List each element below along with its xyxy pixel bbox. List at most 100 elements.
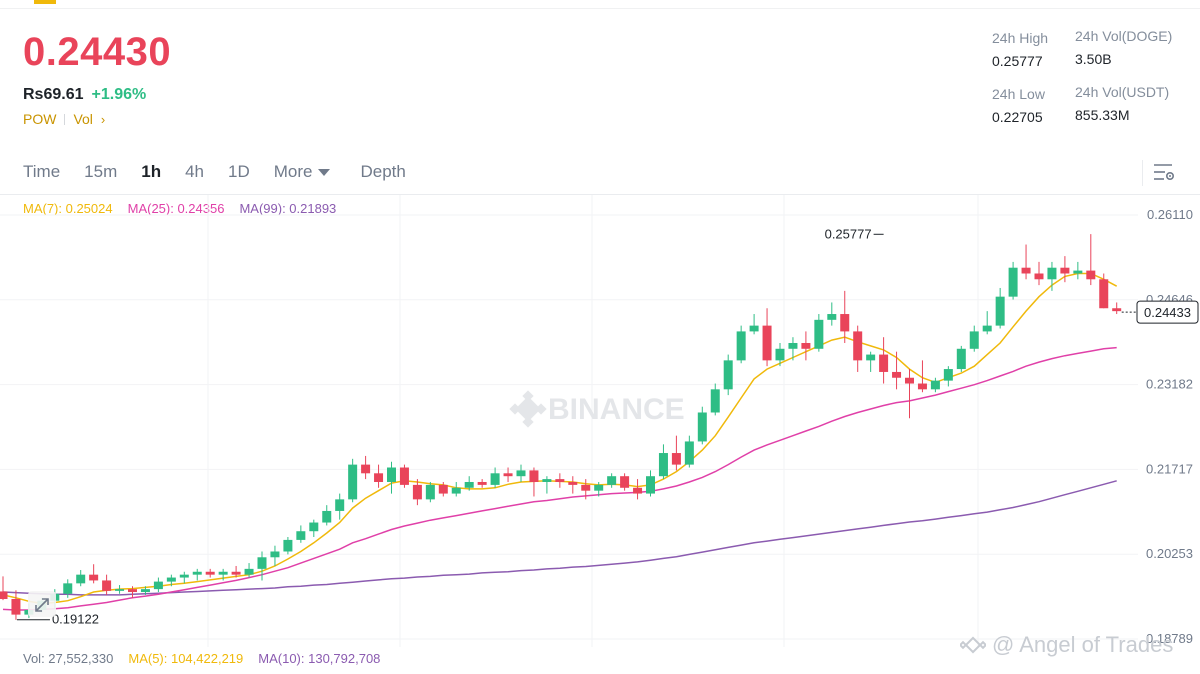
stat-value: 0.25777 [992, 53, 1043, 69]
candle-body [555, 479, 565, 482]
candle [969, 325, 979, 352]
logo-diamond [522, 416, 534, 428]
candle [723, 354, 733, 396]
legend-ma99: MA(99): 0.21893 [239, 201, 337, 216]
expand-arrows-icon[interactable] [28, 591, 56, 617]
last-price-tag-label: 0.24433 [1144, 305, 1191, 320]
logo-diamond [535, 403, 547, 415]
tag-vol[interactable]: Vol [73, 111, 93, 127]
candle [63, 579, 73, 598]
candle-body [684, 441, 694, 465]
candle-body [943, 369, 953, 381]
candle [218, 568, 228, 581]
candle [749, 314, 759, 335]
candle [205, 568, 215, 578]
candle [736, 325, 746, 364]
author-watermark-text: @ Angel of Trades [992, 632, 1174, 657]
candle [930, 377, 940, 393]
tab-time[interactable]: Time [23, 162, 61, 181]
candle-body [283, 539, 293, 552]
candle-body [63, 583, 73, 594]
candle-body [257, 557, 267, 569]
legend-vol-ma10: MA(10): 130,792,708 [258, 651, 381, 666]
candle-body [762, 325, 772, 361]
price-tick-label: 0.23182 [1146, 377, 1193, 392]
candle-body [827, 314, 837, 320]
candle [658, 444, 668, 480]
expand-arrow [35, 598, 49, 612]
candle-body [102, 580, 112, 591]
candle-body [1047, 267, 1057, 280]
candle [296, 525, 306, 543]
candle-body [140, 589, 150, 593]
candle-body [892, 371, 902, 378]
candle-body [1086, 270, 1096, 280]
stat-label: 24h Low [992, 86, 1045, 102]
candle [840, 290, 850, 343]
candle-body [710, 389, 720, 413]
candle-body [205, 571, 215, 575]
candle [231, 565, 241, 578]
tab-more-label: More [273, 162, 313, 181]
stat-label: 24h High [992, 30, 1049, 46]
candle [477, 479, 487, 488]
candle [581, 479, 591, 500]
price-markers: 0.24433 0.25777 0.19122 [16, 226, 1199, 627]
candle-body [270, 551, 280, 558]
candle-body [296, 531, 306, 540]
candle [387, 461, 396, 494]
candle-body [361, 464, 371, 474]
candle-body [814, 319, 824, 349]
candle [0, 576, 8, 601]
candle [412, 479, 422, 506]
candle-body [516, 470, 526, 477]
chart-watermark: BINANCE [548, 393, 685, 426]
candle [646, 470, 655, 497]
candle [905, 369, 914, 419]
candle-body [387, 467, 396, 482]
candle-body [309, 522, 319, 532]
candle [1112, 302, 1122, 315]
stat-label: 24h Vol(DOGE) [1075, 28, 1173, 44]
tab-more[interactable]: More [274, 162, 331, 182]
interval-tabs: Time 15m 1h 4h 1D More Depth [23, 162, 430, 182]
ma25-line [2, 346, 1117, 611]
candle-body [930, 380, 940, 390]
candle-body [749, 325, 759, 332]
candle [503, 467, 513, 482]
candle [335, 493, 345, 520]
tab-1h[interactable]: 1h [141, 162, 162, 181]
candle [11, 590, 21, 620]
ma25-polyline [2, 346, 1117, 611]
candlestick-chart[interactable]: BINANCE 0.261100.246460.231820.217170.20… [0, 195, 1200, 647]
candle-body [646, 476, 655, 494]
chart-settings-icon [1154, 164, 1174, 181]
candle [309, 519, 319, 538]
tag-pow[interactable]: POW [23, 111, 57, 127]
candle-body [374, 473, 384, 482]
candle-body [438, 484, 448, 494]
tab-depth[interactable]: Depth [360, 162, 406, 181]
candle [555, 473, 565, 488]
candle-body [879, 354, 889, 372]
candle [244, 563, 254, 578]
tab-1d[interactable]: 1D [228, 162, 250, 181]
chevron-right-icon[interactable]: › [100, 111, 106, 127]
candle-body [348, 464, 358, 500]
tab-15m[interactable]: 15m [84, 162, 118, 181]
binance-logo-icon [960, 636, 986, 654]
candle-body [982, 325, 992, 332]
chart-settings-button[interactable] [1142, 160, 1176, 186]
candle [490, 467, 500, 488]
candle [89, 564, 99, 584]
price-tick-label: 0.26110 [1147, 207, 1193, 222]
candle-body [633, 487, 643, 494]
ma99-line [2, 480, 1117, 596]
price-tick-label: 0.18789 [1146, 631, 1193, 646]
candle-body [128, 589, 137, 593]
legend-vol-ma5: MA(5): 104,422,219 [128, 651, 244, 666]
candle-body [529, 470, 539, 482]
candle-body [542, 479, 552, 482]
tab-4h[interactable]: 4h [185, 162, 204, 181]
candle-body [775, 348, 785, 361]
